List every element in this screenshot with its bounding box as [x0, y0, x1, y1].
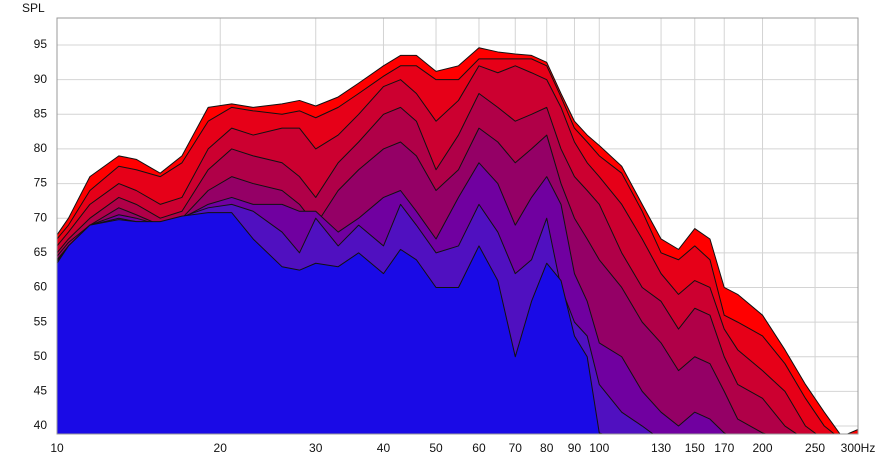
x-tick-label: 300Hz: [841, 441, 876, 455]
x-tick-label: 90: [568, 441, 582, 455]
y-tick-label: 90: [34, 72, 48, 86]
decay-area: [57, 212, 605, 434]
x-tick-label: 20: [214, 441, 228, 455]
y-tick-label: 55: [34, 314, 48, 328]
y-tick-label: 50: [34, 349, 48, 363]
y-tick-label: 80: [34, 141, 48, 155]
y-tick-label: 65: [34, 245, 48, 259]
x-tick-label: 50: [429, 441, 443, 455]
x-tick-label: 100: [589, 441, 609, 455]
x-tick-label: 150: [685, 441, 705, 455]
plot-frame: [56, 17, 859, 435]
y-tick-label: 75: [34, 176, 48, 190]
y-tick-label: 95: [34, 37, 48, 51]
x-tick-label: 80: [540, 441, 554, 455]
y-tick-label: 85: [34, 106, 48, 120]
y-tick-label: 60: [34, 280, 48, 294]
y-tick-label: 70: [34, 210, 48, 224]
y-tick-label: 40: [34, 418, 48, 432]
x-tick-label: 200: [752, 441, 772, 455]
y-tick-label: 45: [34, 384, 48, 398]
y-axis-label: SPL: [22, 1, 45, 15]
x-tick-label: 70: [509, 441, 523, 455]
x-tick-label: 170: [714, 441, 734, 455]
x-tick-label: 40: [377, 441, 391, 455]
x-tick-label: 10: [50, 441, 64, 455]
x-tick-label: 130: [651, 441, 671, 455]
x-tick-label: 30: [309, 441, 323, 455]
x-tick-label: 60: [472, 441, 486, 455]
x-tick-label: 250: [805, 441, 825, 455]
